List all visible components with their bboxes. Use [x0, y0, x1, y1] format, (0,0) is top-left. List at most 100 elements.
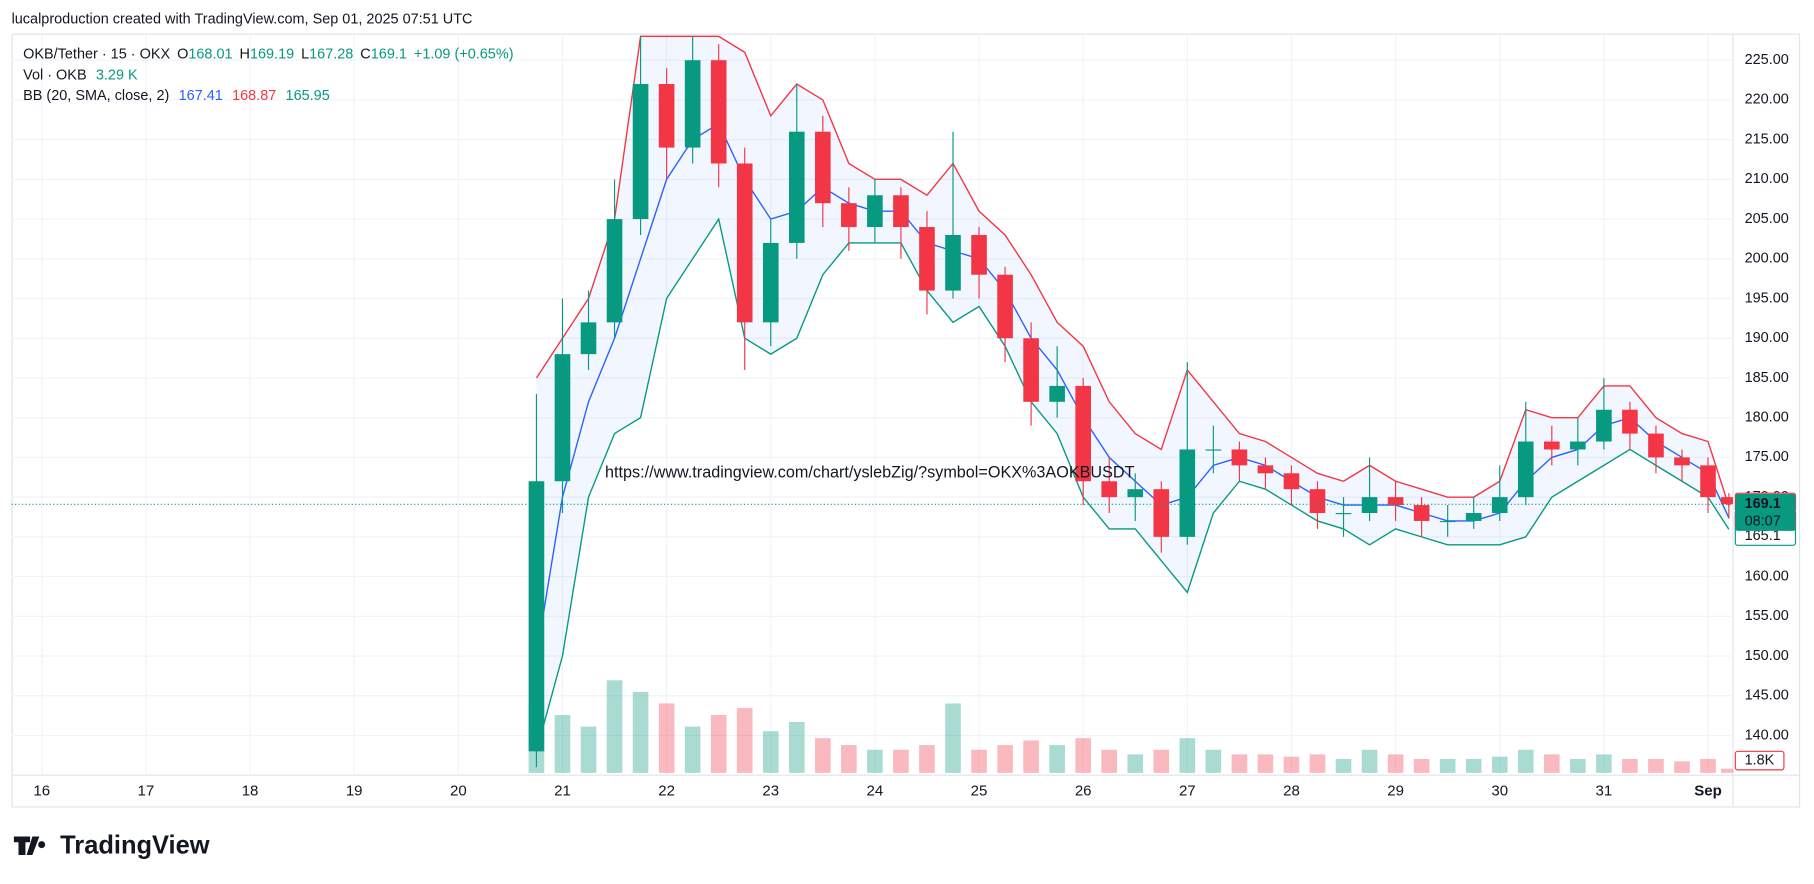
volume-bar: [815, 738, 831, 773]
volume-bar: [1335, 758, 1352, 773]
candle-body: [554, 354, 571, 482]
volume-bar: [997, 745, 1013, 773]
volume-bar: [1491, 756, 1508, 773]
x-tick-label: 19: [346, 782, 363, 799]
candle-body: [919, 227, 935, 291]
x-tick-label: 27: [1179, 782, 1196, 799]
candle-body: [1721, 497, 1734, 505]
brand-name: TradingView: [60, 832, 210, 860]
candle-body: [1309, 489, 1326, 514]
legend-row: Vol · OKB 3.29 K: [23, 67, 138, 83]
volume-bar: [945, 703, 961, 773]
volume-bar: [1283, 756, 1300, 773]
volume-bar: [1544, 754, 1560, 773]
volume-bar: [762, 731, 779, 773]
candle-body: [1570, 441, 1586, 450]
volume-bar: [554, 715, 571, 773]
legend-item: 169.1: [371, 46, 407, 62]
volume-badge-label: 1.8K: [1745, 752, 1775, 768]
y-tick-label: 175.00: [1745, 449, 1789, 465]
candle-body: [1231, 449, 1248, 466]
legend-item: C: [360, 46, 370, 62]
y-tick-label: 215.00: [1745, 131, 1789, 147]
volume-bar: [867, 749, 883, 773]
candle-body: [1023, 338, 1039, 402]
candle-body: [684, 60, 701, 148]
candle-body: [997, 274, 1013, 339]
candle-body: [1153, 489, 1170, 537]
volume-bar: [1231, 754, 1248, 773]
candle-body: [1127, 489, 1144, 498]
volume-bar: [788, 721, 805, 773]
candle-body: [632, 84, 649, 220]
y-tick-label: 190.00: [1745, 330, 1789, 346]
x-tick-label: 17: [138, 782, 155, 799]
volume-bar: [1361, 749, 1378, 773]
overlay: 169.33167.21166.9165.1169.108:071.8Khttp…: [11, 46, 1797, 771]
candle-body: [815, 131, 831, 204]
frame: [11, 33, 1801, 808]
candle-body: [736, 163, 753, 323]
x-tick-label: 23: [762, 782, 779, 799]
candle-body: [1257, 465, 1274, 474]
candle-body: [1596, 409, 1612, 442]
volume-bar: [1570, 758, 1586, 773]
volume-bar: [580, 726, 597, 773]
candle-body: [762, 242, 779, 323]
candle-body: [1205, 449, 1222, 451]
x-tick-label: 28: [1283, 782, 1300, 799]
y-tick-label: 220.00: [1745, 92, 1789, 108]
legend-item: O: [177, 46, 188, 62]
legend-item: L: [301, 46, 309, 62]
candle-body: [1335, 513, 1352, 515]
x-tick-label: 30: [1491, 782, 1508, 799]
y-tick-label: 225.00: [1745, 52, 1789, 68]
candle-body: [1544, 441, 1560, 450]
candle-body: [1387, 497, 1404, 506]
candle-body: [1413, 505, 1430, 521]
legend-item: 168.87: [232, 88, 276, 104]
legend-item: 169.19: [250, 46, 294, 62]
y-tick-label: 145.00: [1745, 688, 1789, 704]
candle-body: [1049, 385, 1065, 402]
x-tick-label: 18: [242, 782, 259, 799]
legend-item: 167.28: [309, 46, 353, 62]
legend-item: BB (20, SMA, close, 2): [23, 88, 169, 104]
credit: lucalproduction created with TradingView…: [12, 12, 473, 28]
y-tick-label: 210.00: [1745, 171, 1789, 187]
legend-item: Vol · OKB: [23, 67, 86, 83]
candle-body: [528, 481, 545, 752]
volume-bar: [841, 745, 857, 773]
volume-bar: [1101, 749, 1118, 773]
volume-bar: [684, 726, 701, 773]
volume-bar: [971, 749, 987, 773]
legend-row: BB (20, SMA, close, 2) 167.41 168.87 165.95: [23, 88, 330, 104]
x-tick-label: 22: [658, 782, 675, 799]
x-tick-label: 20: [450, 782, 467, 799]
volume-bar: [710, 715, 727, 773]
volume-bar: [1127, 754, 1144, 773]
volume-bar: [736, 708, 753, 773]
volume-bar: [1257, 754, 1274, 773]
legend-item: H: [239, 46, 249, 62]
watermark: https://www.tradingview.com/chart/yslebZ…: [605, 464, 1135, 482]
candle-body: [1439, 520, 1456, 523]
bb-fill: [536, 36, 1729, 752]
volume-badge: [1734, 750, 1785, 771]
volume-bar: [1049, 745, 1065, 773]
candle-body: [893, 195, 909, 228]
volume-bar: [1622, 758, 1638, 773]
candle-body: [788, 131, 805, 243]
volume-bar: [1309, 754, 1326, 773]
volume-bar: [1153, 749, 1170, 773]
y-tick-label: 200.00: [1745, 251, 1789, 267]
legend-item: 168.01: [188, 46, 232, 62]
last-badge-countdown: 08:07: [1745, 513, 1781, 529]
y-tick-label: 185.00: [1745, 370, 1789, 386]
volume-bar: [893, 749, 909, 773]
candle-body: [606, 219, 623, 323]
legend-item: 3.29 K: [96, 67, 138, 83]
candle-body: [1648, 433, 1664, 458]
volume-bar: [1517, 749, 1534, 773]
volume-bar: [1648, 758, 1664, 773]
